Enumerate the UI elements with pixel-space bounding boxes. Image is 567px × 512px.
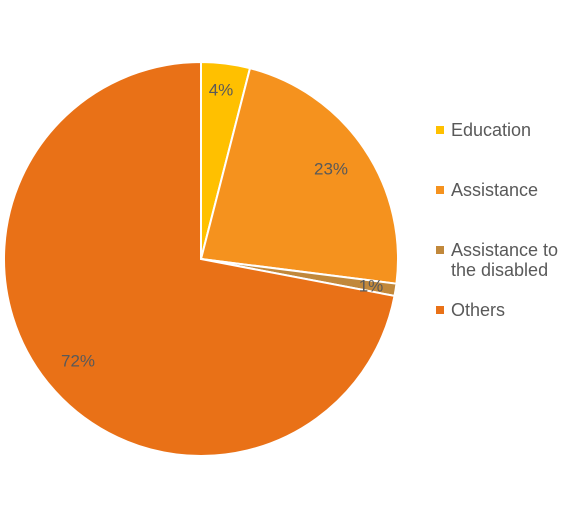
legend-item-others: Others [436, 300, 566, 320]
legend-swatch-assistance-to-the-disabled [436, 246, 444, 254]
legend-label-assistance: Assistance [451, 180, 539, 200]
legend-swatch-assistance [436, 186, 444, 194]
legend-swatch-others [436, 306, 444, 314]
legend-label-assistance-to-the-disabled: Assistance to the disabled [451, 240, 559, 280]
data-label-assistance: 23% [314, 159, 348, 178]
data-label-others: 72% [61, 351, 95, 370]
legend-label-education: Education [451, 120, 532, 140]
legend-item-assistance-to-the-disabled: Assistance to the disabled [436, 240, 566, 280]
legend-label-others: Others [451, 300, 506, 320]
data-label-assistance-to-the-disabled: 1% [359, 276, 384, 295]
pie-chart: 4% 23% 1% 72% [3, 60, 399, 457]
pie-slice-others [3, 60, 396, 457]
pie-slice-assistance [199, 66, 399, 285]
legend-item-education: Education [436, 120, 566, 140]
legend-swatch-education [436, 126, 444, 134]
legend: Education Assistance Assistance to the d… [436, 120, 566, 320]
legend-item-assistance: Assistance [436, 180, 566, 200]
data-label-education: 4% [209, 80, 234, 99]
